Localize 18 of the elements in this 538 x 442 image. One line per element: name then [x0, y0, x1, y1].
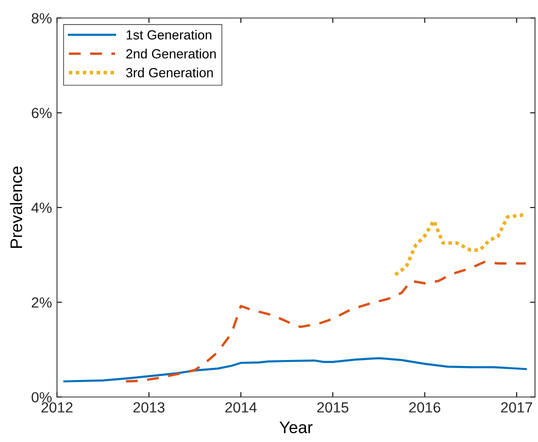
y-tick-label: 0%	[32, 392, 52, 402]
x-tick-label: 2014	[225, 402, 257, 413]
x-tick-label: 2017	[501, 402, 532, 413]
legend-label: 3rd Generation	[126, 68, 213, 78]
legend-label: 1st Generation	[126, 30, 212, 40]
x-tick-label: 2012	[42, 402, 72, 413]
y-tick-label: 8%	[32, 13, 52, 24]
y-tick-label: 4%	[31, 202, 52, 213]
y-tick-label: 2%	[32, 297, 52, 308]
x-tick-label: 2016	[409, 402, 440, 413]
y-tick-label: 6%	[32, 108, 52, 118]
line-series	[63, 357, 527, 382]
x-tick-label: 2013	[133, 402, 165, 413]
x-axis-title: Year	[280, 422, 313, 434]
x-tick-label: 2015	[317, 402, 348, 413]
y-axis-title: Prevalence	[10, 166, 22, 248]
legend-label: 2nd Generation	[126, 48, 216, 58]
line-series	[124, 260, 527, 383]
